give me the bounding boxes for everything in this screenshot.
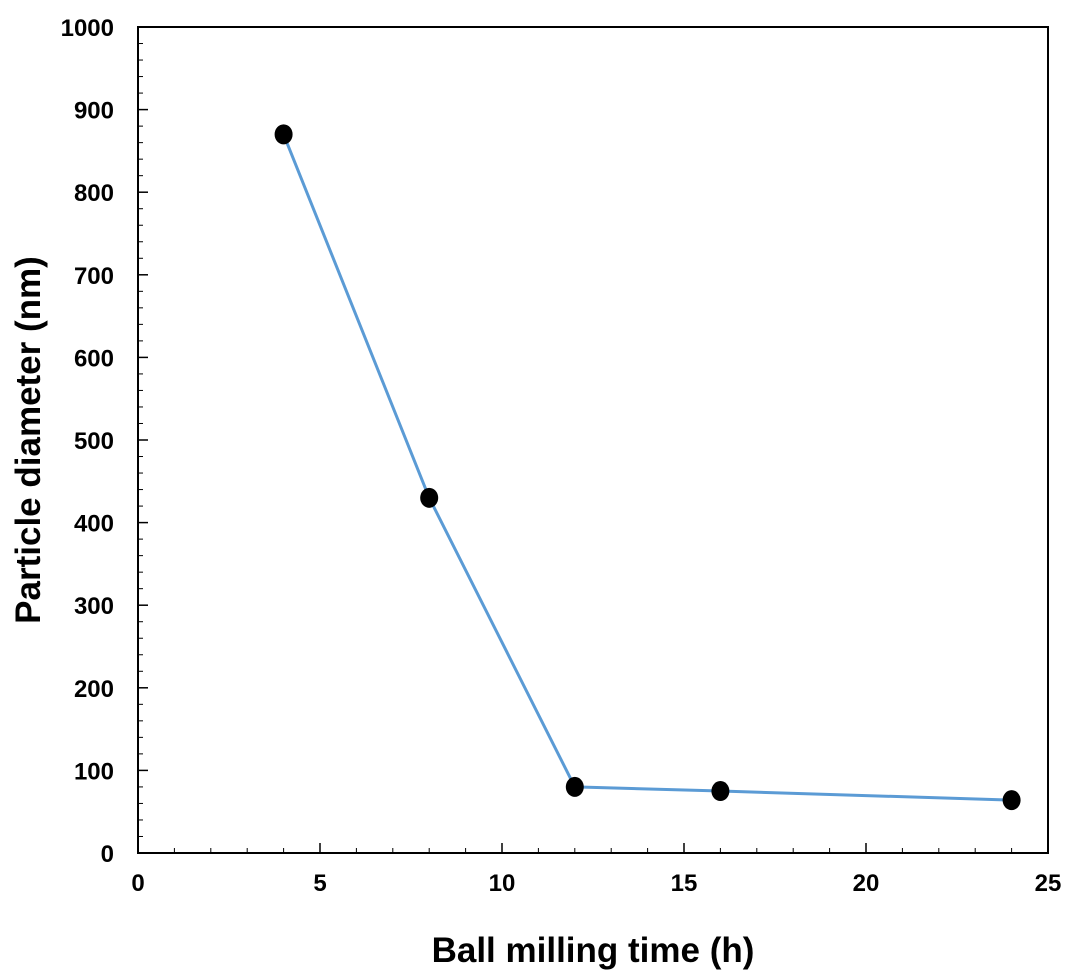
x-axis-tick-labels: 0 5 10 15 20 25 [131,870,1061,897]
x-tick-label: 25 [1035,870,1062,897]
series-lines [282,133,1012,802]
y-tick-label: 600 [74,345,114,372]
data-point [1002,790,1021,811]
data-point [420,487,439,508]
y-axis-title: Particle diameter (nm) [9,256,48,624]
y-tick-label: 200 [74,676,114,703]
data-point [711,781,730,802]
series-line [282,133,1012,802]
data-point [274,124,293,145]
x-tick-label: 20 [853,870,880,897]
series-points [274,124,1021,811]
y-tick-label: 900 [74,98,114,125]
x-tick-label: 0 [131,870,144,897]
y-tick-label: 100 [74,758,114,785]
data-point [565,776,584,797]
y-tick-label: 0 [101,841,114,868]
x-tick-label: 15 [671,870,698,897]
x-axis-ticks [137,843,1049,853]
x-tick-label: 10 [489,870,516,897]
y-tick-label: 500 [74,428,114,455]
x-tick-label: 5 [313,870,326,897]
y-axis-tick-labels: 0 100 200 300 400 500 600 700 800 900 1000 [61,15,114,868]
plot-area-frame [137,26,1049,854]
y-tick-label: 1000 [61,15,114,42]
y-tick-label: 300 [74,593,114,620]
y-axis-ticks [138,26,148,854]
y-tick-label: 700 [74,263,114,290]
x-axis-title: Ball milling time (h) [432,931,755,970]
y-tick-label: 400 [74,511,114,538]
y-tick-label: 800 [74,180,114,207]
